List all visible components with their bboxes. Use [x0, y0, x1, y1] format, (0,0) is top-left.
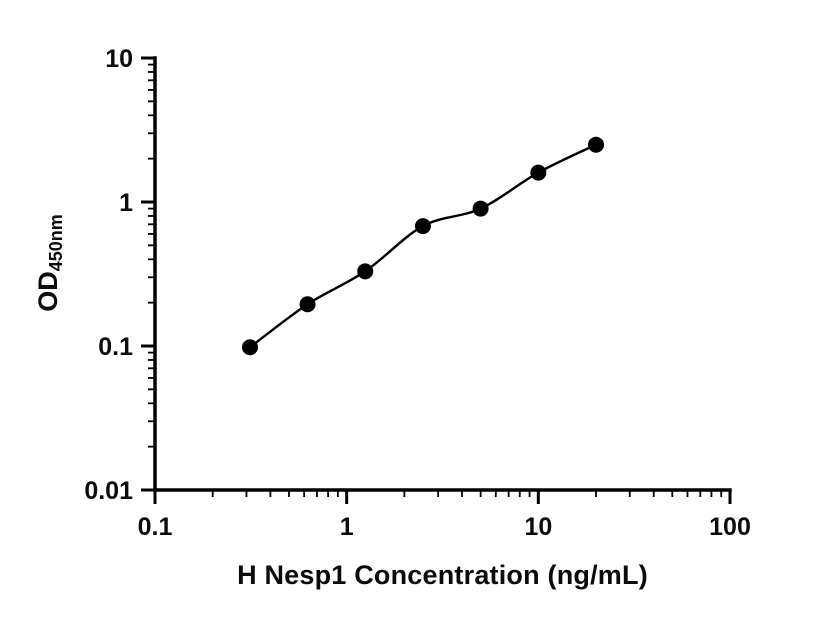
- y-axis-title-main: OD: [33, 271, 63, 312]
- data-point: [241, 339, 258, 356]
- data-point: [357, 263, 374, 280]
- y-axis-title-subscript: 450nm: [46, 214, 66, 272]
- y-axis-title: OD450nm: [33, 136, 67, 390]
- y-tick-label: 1: [119, 189, 133, 217]
- data-point: [530, 164, 547, 181]
- x-tick-label: 0.1: [138, 513, 173, 541]
- data-point: [299, 296, 316, 313]
- x-axis-title: H Nesp1 Concentration (ng/mL): [237, 560, 648, 590]
- y-tick-label: 0.01: [84, 477, 133, 505]
- data-point: [414, 218, 431, 235]
- data-point: [588, 136, 605, 153]
- x-tick-label: 1: [340, 513, 354, 541]
- data-point: [472, 200, 489, 217]
- y-tick-label: 0.1: [98, 333, 133, 361]
- x-tick-label: 100: [709, 513, 751, 541]
- y-tick-label: 10: [105, 45, 133, 73]
- x-tick-label: 10: [524, 513, 552, 541]
